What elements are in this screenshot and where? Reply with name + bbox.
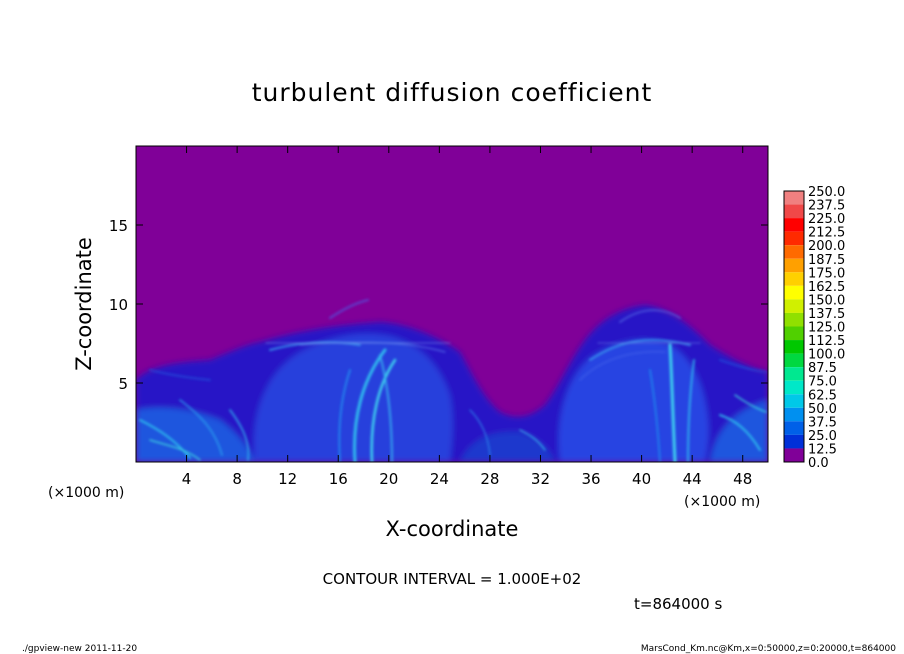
contour-interval: CONTOUR INTERVAL = 1.000E+02: [323, 570, 582, 588]
colorbar-label: 50.0: [808, 402, 837, 417]
colorbar-label: 125.0: [808, 321, 845, 336]
colorbar-label: 200.0: [808, 239, 845, 254]
colorbar-label: 12.5: [808, 442, 837, 457]
colorbar-swatch: [784, 231, 804, 246]
colorbar-swatch: [784, 204, 804, 219]
colorbar-swatch: [784, 407, 804, 422]
colorbar-label: 250.0: [808, 185, 845, 200]
colorbar-label: 100.0: [808, 348, 845, 363]
plot-area: [135, 145, 769, 463]
colorbar-swatch: [784, 394, 804, 408]
colorbar-label: 162.5: [808, 280, 845, 295]
colorbar-label: 175.0: [808, 266, 845, 281]
x-tick-label: 16: [329, 470, 348, 488]
colorbar-swatch: [784, 421, 804, 435]
x-tick-label: 4: [182, 470, 192, 488]
footer-right: MarsCond_Km.nc@Km,x=0:50000,z=0:20000,t=…: [641, 644, 896, 654]
x-tick-label: 20: [379, 470, 398, 488]
x-tick-label: 28: [480, 470, 499, 488]
x-tick-label: 32: [531, 470, 550, 488]
x-unit-label-left: (×1000 m): [48, 485, 124, 501]
y-axis: 5 10 15: [109, 217, 768, 393]
y-axis-label: Z-coordinate: [72, 237, 96, 371]
colorbar-label: 212.5: [808, 226, 845, 241]
x-unit-label-right: (×1000 m): [684, 494, 760, 510]
colorbar-swatch: [784, 299, 804, 313]
colorbar-label: 187.5: [808, 253, 845, 268]
x-tick-label: 8: [232, 470, 242, 488]
colorbar-swatch: [784, 312, 804, 327]
colorbar-swatch: [784, 353, 804, 368]
colorbar-swatch: [784, 191, 804, 205]
colorbar-label: 62.5: [808, 388, 837, 403]
x-tick-label: 24: [430, 470, 449, 488]
colorbar-label: 87.5: [808, 361, 837, 376]
time-label: t=864000 s: [634, 595, 722, 613]
colorbar-label: 237.5: [808, 199, 845, 214]
colorbar-swatch: [784, 218, 804, 232]
colorbar-label: 75.0: [808, 375, 837, 390]
colorbar-label: 37.5: [808, 415, 837, 430]
x-axis: 4 8 12 16 20 24 28 32 36 40 44 48: [182, 146, 752, 488]
colorbar-label: 225.0: [808, 212, 845, 227]
x-tick-label: 40: [632, 470, 651, 488]
colorbar-swatch: [784, 367, 804, 381]
colorbar-swatch: [784, 340, 804, 354]
turbulence-streaks: [139, 299, 767, 462]
colorbar-label: 112.5: [808, 334, 845, 349]
y-tick-label: 15: [109, 217, 128, 235]
colorbar-swatch: [784, 380, 804, 395]
colorbar-label: 150.0: [808, 293, 845, 308]
x-tick-label: 12: [278, 470, 297, 488]
turbulence-field: [136, 299, 768, 462]
colorbar-label: 137.5: [808, 307, 845, 322]
colorbar: 250.0237.5225.0212.5200.0187.5175.0162.5…: [783, 185, 845, 471]
colorbar-label: 25.0: [808, 429, 837, 444]
colorbar-swatch: [784, 258, 804, 273]
colorbar-label: 0.0: [808, 456, 829, 471]
colorbar-swatch: [784, 448, 804, 462]
colorbar-swatch: [784, 285, 804, 300]
colorbar-swatch: [784, 434, 804, 449]
colorbar-swatch: [784, 245, 804, 259]
chart-title: turbulent diffusion coefficient: [252, 78, 653, 107]
y-tick-label: 5: [118, 375, 128, 393]
x-axis-label: X-coordinate: [386, 517, 519, 541]
x-tick-label: 36: [581, 470, 600, 488]
x-tick-label: 48: [733, 470, 752, 488]
colorbar-swatch: [784, 326, 804, 341]
y-tick-label: 10: [109, 296, 128, 314]
colorbar-frame: [783, 190, 805, 463]
footer-left: ./gpview-new 2011-11-20: [22, 644, 137, 654]
x-tick-label: 44: [683, 470, 702, 488]
colorbar-swatch: [784, 272, 804, 286]
